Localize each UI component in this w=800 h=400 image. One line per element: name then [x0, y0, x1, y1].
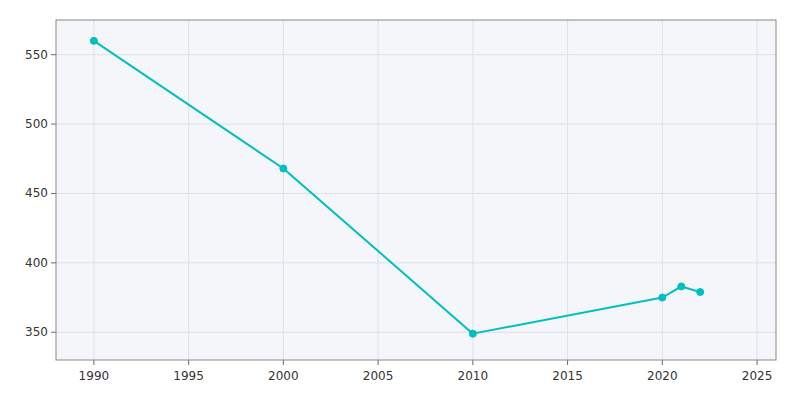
marker	[469, 330, 476, 337]
y-grid-line	[56, 332, 776, 333]
y-tick	[51, 54, 56, 55]
marker	[280, 165, 287, 172]
x-tick-label: 2020	[647, 369, 678, 383]
marker	[90, 37, 97, 44]
y-tick-label: 500	[25, 117, 48, 131]
line	[94, 41, 700, 334]
x-tick	[472, 360, 473, 365]
x-tick	[662, 360, 663, 365]
axes: 1990 1995 2000 2005 2010 2015 2020 2025 350 400 45…	[25, 48, 772, 383]
x-grid-line	[283, 20, 284, 360]
y-tick	[51, 124, 56, 125]
y-tick-label: 550	[25, 48, 48, 62]
y-tick	[51, 193, 56, 194]
x-grid-line	[567, 20, 568, 360]
x-tick	[757, 360, 758, 365]
y-grid-line	[56, 54, 776, 55]
plot-area	[56, 20, 776, 360]
marker	[697, 289, 704, 296]
plot-frame	[56, 20, 776, 360]
chart: 1990 1995 2000 2005 2010 2015 2020 2025 350 400 45…	[0, 0, 800, 400]
x-grid-line	[662, 20, 663, 360]
x-grid-line	[757, 20, 758, 360]
y-tick	[51, 332, 56, 333]
y-grid-line	[56, 124, 776, 125]
x-tick-label: 1990	[79, 369, 110, 383]
x-tick-label: 2000	[268, 369, 299, 383]
x-tick	[283, 360, 284, 365]
x-tick-label: 1995	[173, 369, 204, 383]
chart-container: 1990 1995 2000 2005 2010 2015 2020 2025 350 400 45…	[0, 0, 800, 400]
grid	[56, 20, 776, 360]
x-tick-label: 2025	[742, 369, 773, 383]
marker	[659, 294, 666, 301]
y-tick-label: 450	[25, 186, 48, 200]
x-tick-label: 2005	[363, 369, 394, 383]
y-grid-line	[56, 262, 776, 263]
y-tick-label: 350	[25, 325, 48, 339]
x-grid-line	[188, 20, 189, 360]
x-tick-label: 2015	[552, 369, 583, 383]
x-tick	[567, 360, 568, 365]
x-tick-label: 2010	[458, 369, 489, 383]
y-grid-line	[56, 193, 776, 194]
marker	[678, 283, 685, 290]
series	[90, 37, 703, 337]
y-tick-label: 400	[25, 256, 48, 270]
x-tick	[188, 360, 189, 365]
x-tick	[93, 360, 94, 365]
x-grid-line	[472, 20, 473, 360]
y-tick	[51, 262, 56, 263]
x-grid-line	[93, 20, 94, 360]
x-grid-line	[378, 20, 379, 360]
x-tick	[378, 360, 379, 365]
